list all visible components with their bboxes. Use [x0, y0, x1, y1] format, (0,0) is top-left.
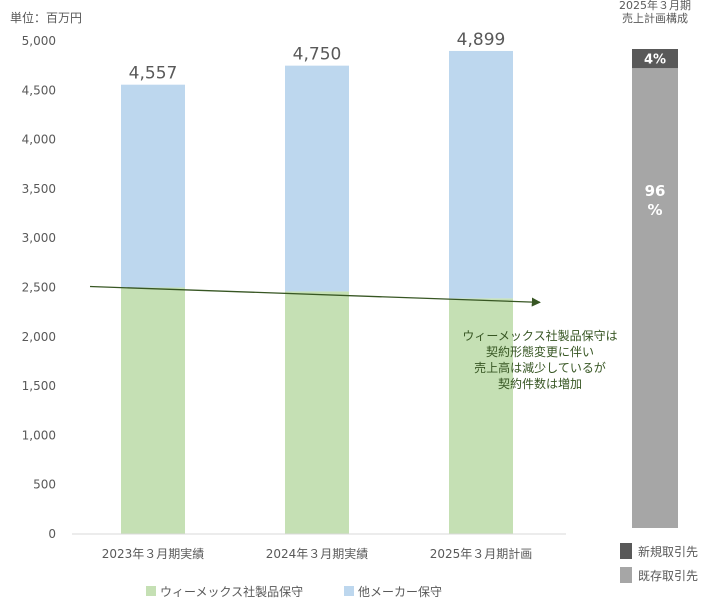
bar-segment-own-maintenance: [449, 298, 513, 534]
composition-segment: [632, 49, 678, 69]
total-label: 4,750: [293, 45, 342, 65]
composition-label: 96: [645, 182, 666, 200]
x-axis: 2023年３月期実績 2024年３月期実績 2025年３月期計画: [102, 546, 533, 561]
annotation-line: 契約形態変更に伴い: [486, 344, 594, 359]
legend-label: ウィーメックス社製品保守: [160, 584, 303, 599]
bar-segment-own-maintenance: [285, 291, 349, 534]
bar-segment-other-maintenance: [121, 84, 185, 288]
legend-swatch: [146, 586, 156, 596]
legend: ウィーメックス社製品保守 他メーカー保守: [146, 584, 442, 599]
composition-label: %: [647, 201, 662, 219]
composition-title: 売上計画構成: [622, 11, 688, 25]
y-tick-label: 3,500: [22, 182, 56, 196]
composition-segment: [632, 68, 678, 528]
composition-legend-swatch: [620, 543, 632, 559]
annotation-line: 売上高は減少しているが: [474, 360, 606, 375]
bar-segment-own-maintenance: [121, 287, 185, 534]
composition-legend-swatch: [620, 567, 632, 583]
bars: [121, 50, 513, 534]
total-labels: 4,557 4,750 4,899: [129, 30, 506, 84]
composition-label: 4%: [644, 53, 666, 68]
composition-title: 2025年３月期: [619, 0, 691, 12]
composition-legend-label: 既存取引先: [638, 569, 698, 583]
y-tick-label: 4,500: [22, 83, 56, 97]
y-tick-label: 1,000: [22, 428, 56, 442]
y-tick-label: 4,000: [22, 133, 56, 147]
trend-arrow: [89, 285, 541, 307]
legend-swatch: [344, 586, 354, 596]
bar-segment-other-maintenance: [285, 65, 349, 292]
annotation-line: 契約件数は増加: [498, 376, 582, 391]
legend-label: 他メーカー保守: [358, 585, 442, 599]
y-tick-label: 5,000: [22, 34, 56, 48]
y-tick-label: 2,500: [22, 281, 56, 295]
total-label: 4,899: [457, 30, 506, 50]
y-tick-label: 3,000: [22, 231, 56, 245]
y-tick-label: 1,500: [22, 379, 56, 393]
x-tick-label: 2025年３月期計画: [430, 546, 533, 561]
composition-legend-label: 新規取引先: [638, 544, 698, 559]
total-label: 4,557: [129, 64, 178, 84]
bar-segment-other-maintenance: [449, 50, 513, 299]
unit-label: 単位：百万円: [10, 10, 82, 25]
y-tick-label: 500: [33, 478, 56, 492]
x-tick-label: 2023年３月期実績: [102, 546, 205, 561]
y-axis: 0 500 1,000 1,500 2,000 2,500 3,000 3,500 4,000 4…: [22, 34, 56, 541]
y-tick-label: 0: [48, 527, 56, 541]
annotation-line: ウィーメックス社製品保守は: [462, 328, 617, 343]
y-tick-label: 2,000: [22, 330, 56, 344]
x-tick-label: 2024年３月期実績: [266, 546, 369, 561]
